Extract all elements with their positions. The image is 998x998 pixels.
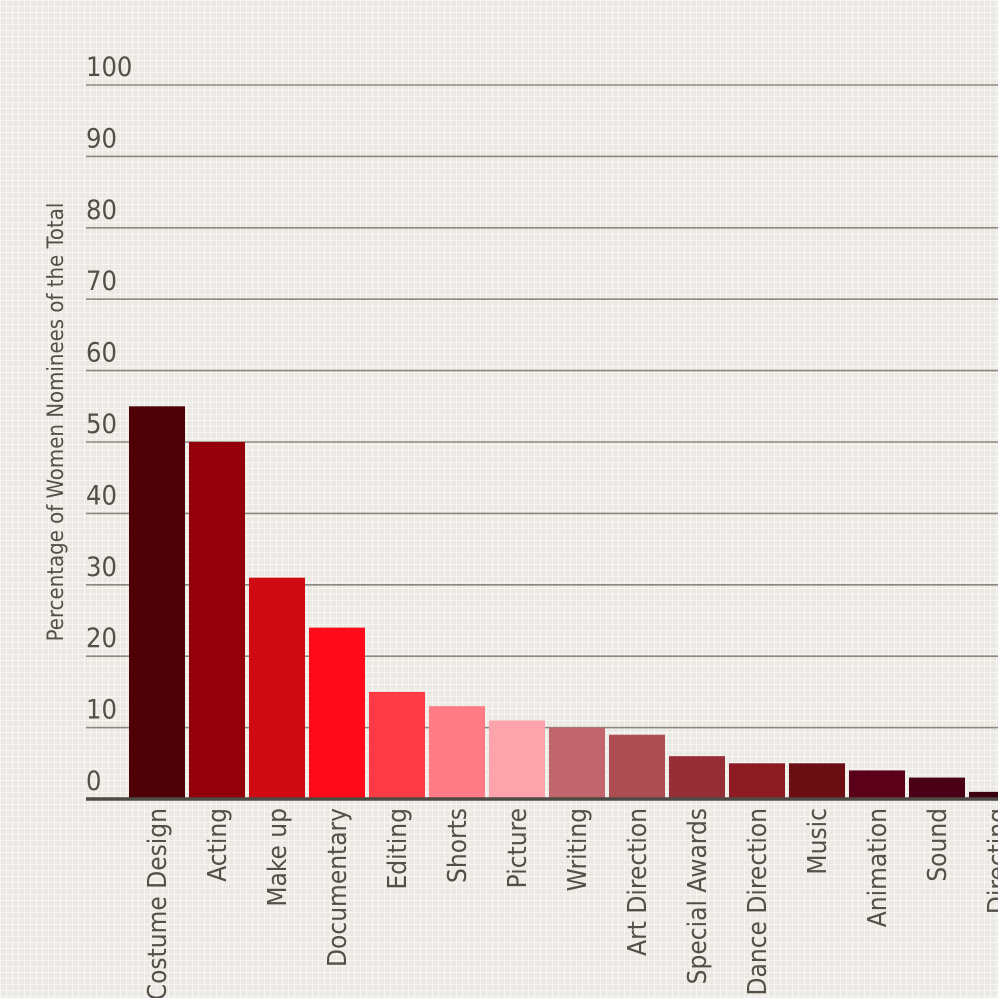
category-label: Acting xyxy=(203,808,233,882)
x-axis-category-labels: Costume Design Acting Make up Documentary Ed… xyxy=(143,808,998,998)
category-label: Writing xyxy=(563,808,593,891)
category-label: Music xyxy=(803,808,833,875)
category-label: Special Awards xyxy=(683,808,713,984)
bar-directing xyxy=(969,791,998,799)
bar-editing xyxy=(369,691,425,799)
category-label: Animation xyxy=(863,808,893,927)
bar-shorts xyxy=(429,706,485,799)
y-tick-label: 90 xyxy=(86,123,117,154)
bar-acting xyxy=(189,442,245,799)
bar-costume-design xyxy=(129,406,185,799)
category-label: Documentary xyxy=(323,808,353,967)
category-label: Shorts xyxy=(443,808,473,883)
category-label: Make up xyxy=(263,808,293,907)
y-tick-label: 0 xyxy=(86,766,101,797)
bar-music xyxy=(789,763,845,799)
category-label: Dance Direction xyxy=(743,808,773,995)
bar-dance-direction xyxy=(729,763,785,799)
category-label: Sound xyxy=(923,808,953,882)
y-tick-label: 100 xyxy=(86,52,132,83)
y-tick-label: 20 xyxy=(86,623,117,654)
category-label: Costume Design xyxy=(143,808,173,998)
y-tick-label: 30 xyxy=(86,552,117,583)
bar-picture xyxy=(489,720,545,799)
y-tick-label: 10 xyxy=(86,695,117,726)
bar-art-direction xyxy=(609,734,665,799)
bar-writing xyxy=(549,727,605,799)
bar-make-up xyxy=(249,577,305,799)
bars xyxy=(129,406,998,799)
y-tick-label: 80 xyxy=(86,195,117,226)
category-label: Picture xyxy=(503,808,533,888)
bar-animation xyxy=(849,770,905,799)
category-label: Directing xyxy=(983,808,998,914)
y-axis-title: Percentage of Women Nominees of the Tota… xyxy=(44,203,69,642)
category-label: Art Direction xyxy=(623,808,653,956)
y-tick-label: 60 xyxy=(86,338,117,369)
y-tick-label: 50 xyxy=(86,409,117,440)
category-label: Editing xyxy=(383,808,413,889)
bar-documentary xyxy=(309,627,365,799)
y-tick-label: 40 xyxy=(86,480,117,511)
bar-sound xyxy=(909,777,965,799)
bar-special-awards xyxy=(669,756,725,799)
y-axis-tick-labels: 0 10 20 30 40 50 60 70 80 90 100 xyxy=(86,52,132,797)
y-tick-label: 70 xyxy=(86,266,117,297)
